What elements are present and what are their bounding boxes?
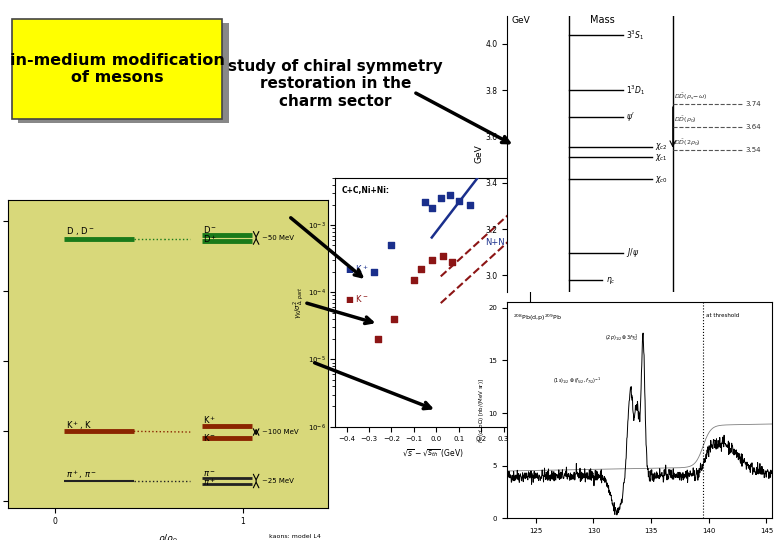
Point bbox=[385, 241, 398, 249]
Text: 3.54: 3.54 bbox=[746, 147, 761, 153]
Point bbox=[437, 252, 449, 260]
Text: at threshold: at threshold bbox=[707, 313, 739, 318]
Text: N+N: N+N bbox=[486, 238, 505, 247]
Text: K$^-$: K$^-$ bbox=[204, 431, 217, 443]
X-axis label: $\rho/\rho_0$: $\rho/\rho_0$ bbox=[158, 532, 178, 540]
Text: ~50 MeV: ~50 MeV bbox=[262, 235, 294, 241]
Text: $\pi^+$, $\pi^-$: $\pi^+$, $\pi^-$ bbox=[66, 469, 98, 482]
Text: $1^3D_1$: $1^3D_1$ bbox=[626, 83, 646, 97]
Y-axis label: $\gamma_K/\sigma_{\Delta,part}^2$: $\gamma_K/\sigma_{\Delta,part}^2$ bbox=[292, 286, 307, 319]
Point bbox=[452, 197, 465, 205]
Text: D$^-$: D$^-$ bbox=[204, 225, 218, 235]
Text: $^{208}$Pb(d,p)$^{209}$Pb: $^{208}$Pb(d,p)$^{209}$Pb bbox=[512, 313, 562, 323]
Text: 3.64: 3.64 bbox=[746, 124, 761, 130]
Text: D , D$^-$: D , D$^-$ bbox=[66, 225, 94, 237]
FancyBboxPatch shape bbox=[12, 19, 222, 119]
Point bbox=[419, 198, 431, 206]
Text: study of chiral symmetry
restoration in the
charm sector: study of chiral symmetry restoration in … bbox=[228, 59, 443, 109]
Text: $(2p)_{1/2} \otimes 3f_{7/2}^{-1}$: $(2p)_{1/2} \otimes 3f_{7/2}^{-1}$ bbox=[605, 333, 639, 343]
Text: K$^+$, K: K$^+$, K bbox=[66, 419, 92, 431]
Point bbox=[426, 256, 438, 265]
Text: $(1s)_{1/2} \otimes (f_{5/2},f_{7/2})^{-1}$: $(1s)_{1/2} \otimes (f_{5/2},f_{7/2})^{-… bbox=[553, 375, 602, 384]
Text: $K^-$: $K^-$ bbox=[522, 303, 534, 314]
FancyBboxPatch shape bbox=[18, 23, 229, 123]
Text: in-medium modification
of mesons: in-medium modification of mesons bbox=[9, 52, 225, 85]
Text: $K^+$: $K^+$ bbox=[522, 262, 534, 274]
Text: $D\bar{D}(\rho_0)$: $D\bar{D}(\rho_0)$ bbox=[675, 115, 697, 125]
Text: C+C,Ni+Ni:: C+C,Ni+Ni: bbox=[342, 186, 389, 194]
Text: $\blacksquare$ K$^-$: $\blacksquare$ K$^-$ bbox=[345, 293, 369, 306]
X-axis label: $\sqrt{s}-\sqrt{s_{th}}$ (GeV): $\sqrt{s}-\sqrt{s_{th}}$ (GeV) bbox=[402, 448, 464, 460]
Point bbox=[445, 258, 458, 267]
Text: $\pi^+$: $\pi^+$ bbox=[204, 476, 216, 488]
Text: ~25 MeV: ~25 MeV bbox=[262, 478, 293, 484]
Text: GeV: GeV bbox=[511, 16, 530, 25]
Text: ~100 MeV: ~100 MeV bbox=[262, 429, 299, 435]
Text: $\pi^-$: $\pi^-$ bbox=[204, 469, 216, 479]
Text: $\chi_{c1}$: $\chi_{c1}$ bbox=[655, 152, 668, 163]
Text: kaons: model L4: kaons: model L4 bbox=[269, 535, 321, 539]
Text: D$^+$: D$^+$ bbox=[204, 234, 218, 246]
Point bbox=[463, 200, 476, 209]
Text: $D\bar{D}(2\rho_0)$: $D\bar{D}(2\rho_0)$ bbox=[675, 138, 701, 148]
Text: K$^+$: K$^+$ bbox=[204, 414, 217, 426]
Point bbox=[434, 194, 447, 202]
Text: $D\bar{D}(\rho_s\!-\!\omega)$: $D\bar{D}(\rho_s\!-\!\omega)$ bbox=[675, 92, 707, 102]
Point bbox=[444, 191, 456, 199]
Text: $3^3S_1$: $3^3S_1$ bbox=[626, 28, 644, 42]
Text: $\chi_{c2}$: $\chi_{c2}$ bbox=[655, 141, 668, 152]
Point bbox=[367, 268, 380, 276]
Text: Mass: Mass bbox=[590, 15, 615, 25]
Point bbox=[414, 265, 427, 274]
Y-axis label: GeV: GeV bbox=[475, 145, 484, 163]
Text: $J/\psi$: $J/\psi$ bbox=[626, 246, 640, 259]
Point bbox=[388, 315, 400, 323]
Y-axis label: $\tilde{F}_{to}(d,p\Omega)$ [nb/(MeV sr)]: $\tilde{F}_{to}(d,p\Omega)$ [nb/(MeV sr)… bbox=[477, 378, 487, 443]
Point bbox=[372, 335, 385, 343]
Text: $\eta_c$: $\eta_c$ bbox=[605, 274, 615, 286]
Text: $\chi_{c0}$: $\chi_{c0}$ bbox=[655, 174, 668, 185]
Text: $\blacksquare$ K$^+$: $\blacksquare$ K$^+$ bbox=[345, 263, 369, 275]
Text: $\psi'$: $\psi'$ bbox=[626, 110, 635, 123]
Text: 3.74: 3.74 bbox=[746, 101, 761, 107]
Point bbox=[426, 204, 438, 212]
Point bbox=[408, 276, 420, 285]
